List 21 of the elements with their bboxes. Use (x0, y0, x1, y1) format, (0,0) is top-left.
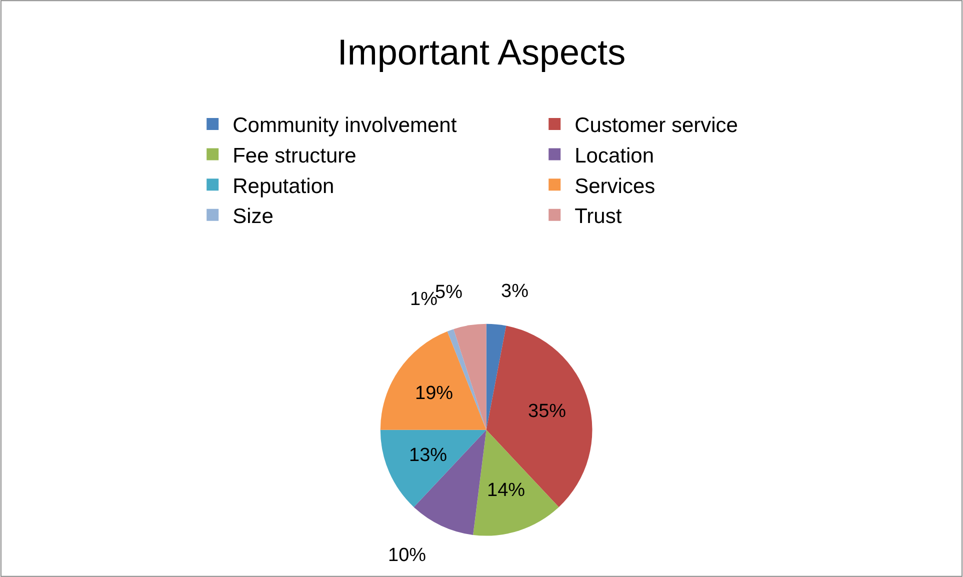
chart-title: Important Aspects (337, 32, 626, 73)
data-label: 13% (409, 445, 448, 466)
pie-slice (486, 324, 506, 430)
data-label: 35% (528, 401, 566, 422)
legend-label: Size (232, 205, 274, 228)
legend-label: Services (574, 174, 656, 198)
pie-slice (454, 324, 486, 430)
pie-slice (486, 326, 592, 508)
legend-label: Community involvement (232, 114, 457, 138)
data-label: 14% (487, 480, 526, 501)
data-label: 3% (501, 281, 529, 302)
legend-label: Reputation (232, 174, 334, 198)
pie-slice (473, 430, 559, 536)
pie-slice (380, 430, 486, 508)
legend-label: Location (574, 144, 654, 168)
pie-slice (380, 331, 486, 430)
legend-label: Fee structure (232, 144, 356, 168)
legend-label: Customer service (574, 114, 738, 138)
data-label: 19% (415, 383, 454, 404)
data-label: 10% (388, 545, 426, 566)
legend-label: Trust (574, 205, 622, 228)
